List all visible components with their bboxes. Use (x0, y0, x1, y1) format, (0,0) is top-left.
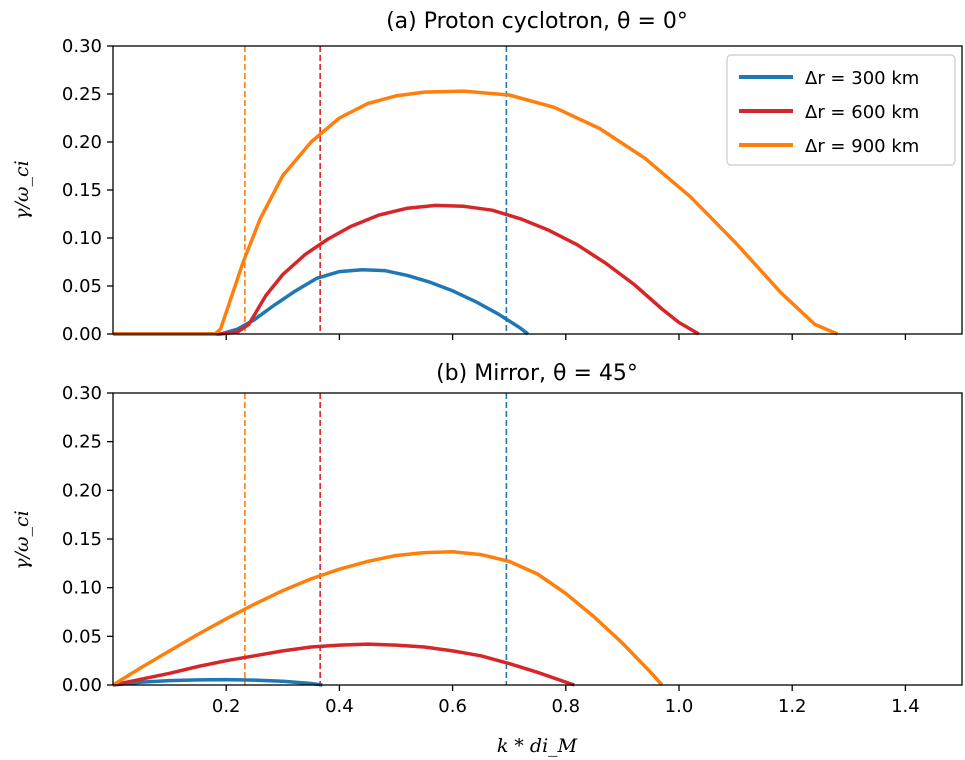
panel-a-ytick-label-6: 0.30 (62, 36, 102, 57)
panel-b-series-2 (112, 549, 664, 687)
panel-a-ytick-label-2: 0.10 (62, 228, 102, 249)
panel-a-title: (a) Proton cyclotron, θ = 0° (386, 9, 688, 34)
panel-a-axes-frame (112, 45, 963, 335)
panel-b-ytick-label-5: 0.25 (62, 432, 102, 453)
panel-a-ytick-label-4: 0.20 (62, 132, 102, 153)
panel-b-xtick-label-4: 1.0 (665, 696, 694, 717)
panel-b-axes-frame (112, 392, 963, 686)
panel-a-ytick-label-0: 0.00 (62, 324, 102, 345)
panel-b-ylabel: γ/ω_ci (11, 510, 33, 569)
panel-a-series-2 (113, 89, 839, 336)
panel-a-ylabel: γ/ω_ci (11, 160, 33, 219)
panel-b-ytick-label-6: 0.30 (62, 383, 102, 404)
panel-b: (b) Mirror, θ = 45° γ/ω_ci 0.000.050.100… (11, 361, 963, 757)
panel-b-xtick-label-0: 0.2 (212, 696, 241, 717)
panel-a: (a) Proton cyclotron, θ = 0° γ/ω_ci 0.00… (11, 9, 963, 345)
panel-b-series-0 (112, 677, 323, 687)
panel-a-ytick-label-3: 0.15 (62, 180, 102, 201)
panel-b-ytick-label-0: 0.00 (62, 675, 102, 696)
panel-b-xtick-label-6: 1.4 (891, 696, 920, 717)
panel-b-ytick-label-1: 0.05 (62, 626, 102, 647)
legend-label-300: Δr = 300 km (805, 68, 919, 89)
panel-b-xtick-label-1: 0.4 (325, 696, 354, 717)
panel-a-ytick-label-5: 0.25 (62, 84, 102, 105)
panel-b-plot-area: 0.00 0.05 0.10 0.15 0.20 0.25 0.30 0.2 0.4 0.6 0.8… (62, 383, 963, 717)
panel-b-xtick-label-5: 1.2 (778, 696, 807, 717)
x-axis-label: k * di_M (497, 735, 578, 757)
legend-frame (726, 54, 956, 166)
panel-a-series-1 (113, 203, 700, 336)
legend: Δr = 300 km Δr = 600 km Δr = 900 km (726, 54, 956, 166)
panel-b-series-1 (112, 642, 575, 687)
panel-b-title: (b) Mirror, θ = 45° (436, 361, 638, 386)
panel-b-xtick-label-2: 0.6 (438, 696, 467, 717)
panel-b-ytick-label-2: 0.10 (62, 578, 102, 599)
panel-a-plot-area: 0.00 0.05 0.10 0.15 0.20 0.25 0.30 (62, 36, 963, 345)
panel-b-ytick-label-3: 0.15 (62, 529, 102, 550)
panel-b-xtick-label-3: 0.8 (551, 696, 580, 717)
panel-b-ytick-label-4: 0.20 (62, 480, 102, 501)
legend-label-900: Δr = 900 km (805, 136, 919, 157)
panel-a-ytick-label-1: 0.05 (62, 276, 102, 297)
legend-label-600: Δr = 600 km (805, 102, 919, 123)
